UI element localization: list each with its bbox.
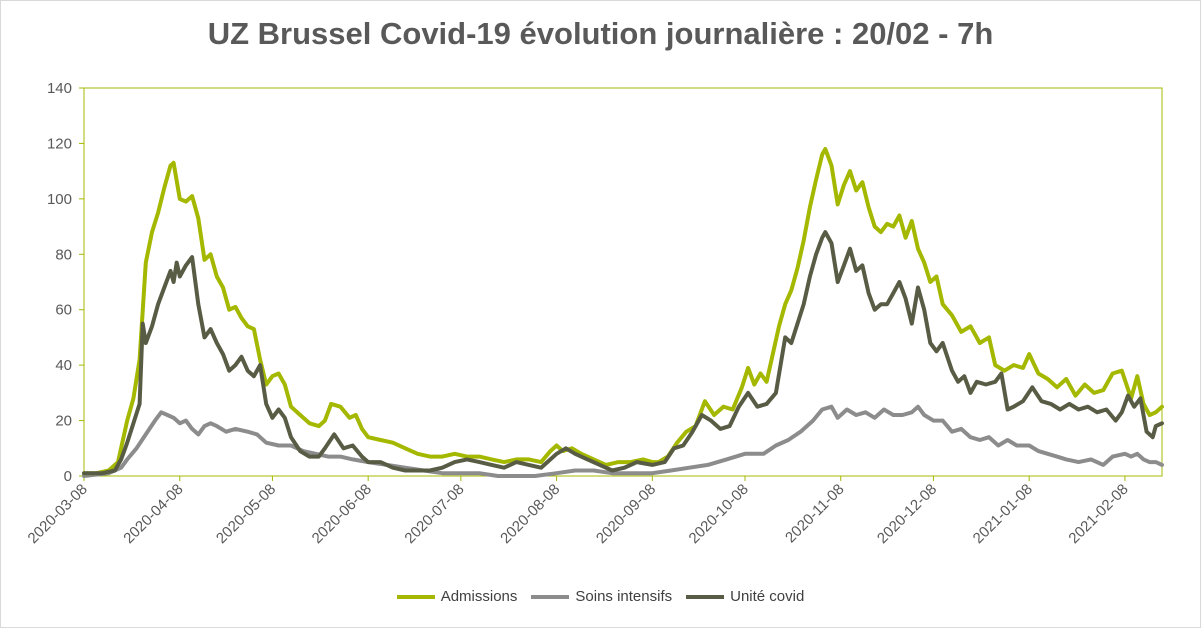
x-tick-label: 2020-04-08: [120, 481, 186, 547]
x-tick-label: 2021-01-08: [970, 481, 1036, 547]
x-tick-label: 2021-02-08: [1065, 481, 1131, 547]
y-tick-label: 0: [64, 468, 72, 485]
y-tick-label: 100: [47, 191, 72, 208]
legend-label: Unité covid: [730, 588, 805, 605]
legend-label: Admissions: [440, 588, 518, 605]
series-line-soins-intensifs: [82, 404, 1164, 478]
series-line-unit-covid: [82, 230, 1164, 476]
legend-item: Unité covid: [686, 588, 804, 605]
y-tick-label: 40: [55, 357, 72, 374]
legend-label: Soins intensifs: [575, 588, 673, 605]
legend-swatch: [531, 594, 570, 599]
x-tick-label: 2020-08-08: [497, 481, 563, 547]
plot-area: [83, 87, 1163, 477]
legend-swatch: [396, 594, 435, 599]
x-tick-label: 2020-11-08: [782, 481, 847, 546]
y-tick-label: 140: [47, 80, 72, 97]
y-tick-label: 80: [55, 246, 72, 263]
x-tick-label: 2020-09-08: [593, 481, 659, 547]
x-tick-label: 2020-06-08: [309, 481, 375, 547]
legend-item: Soins intensifs: [531, 588, 672, 605]
x-tick-label: 2020-03-08: [25, 481, 91, 547]
series-line-admissions: [82, 147, 1164, 476]
y-tick-label: 60: [55, 302, 72, 319]
x-tick-label: 2020-12-08: [874, 481, 940, 547]
chart-title: UZ Brussel Covid-19 évolution journalièr…: [207, 16, 994, 51]
x-tick-label: 2020-07-08: [401, 481, 467, 547]
legend-swatch: [686, 594, 725, 599]
legend-item: Admissions: [396, 588, 518, 605]
chart-legend: Admissions Soins intensifs Unité covid: [0, 588, 1201, 605]
x-tick-label: 2020-05-08: [213, 481, 279, 547]
y-tick-label: 20: [55, 413, 72, 430]
y-tick-label: 120: [47, 135, 72, 152]
x-tick-label: 2020-10-08: [686, 481, 752, 547]
